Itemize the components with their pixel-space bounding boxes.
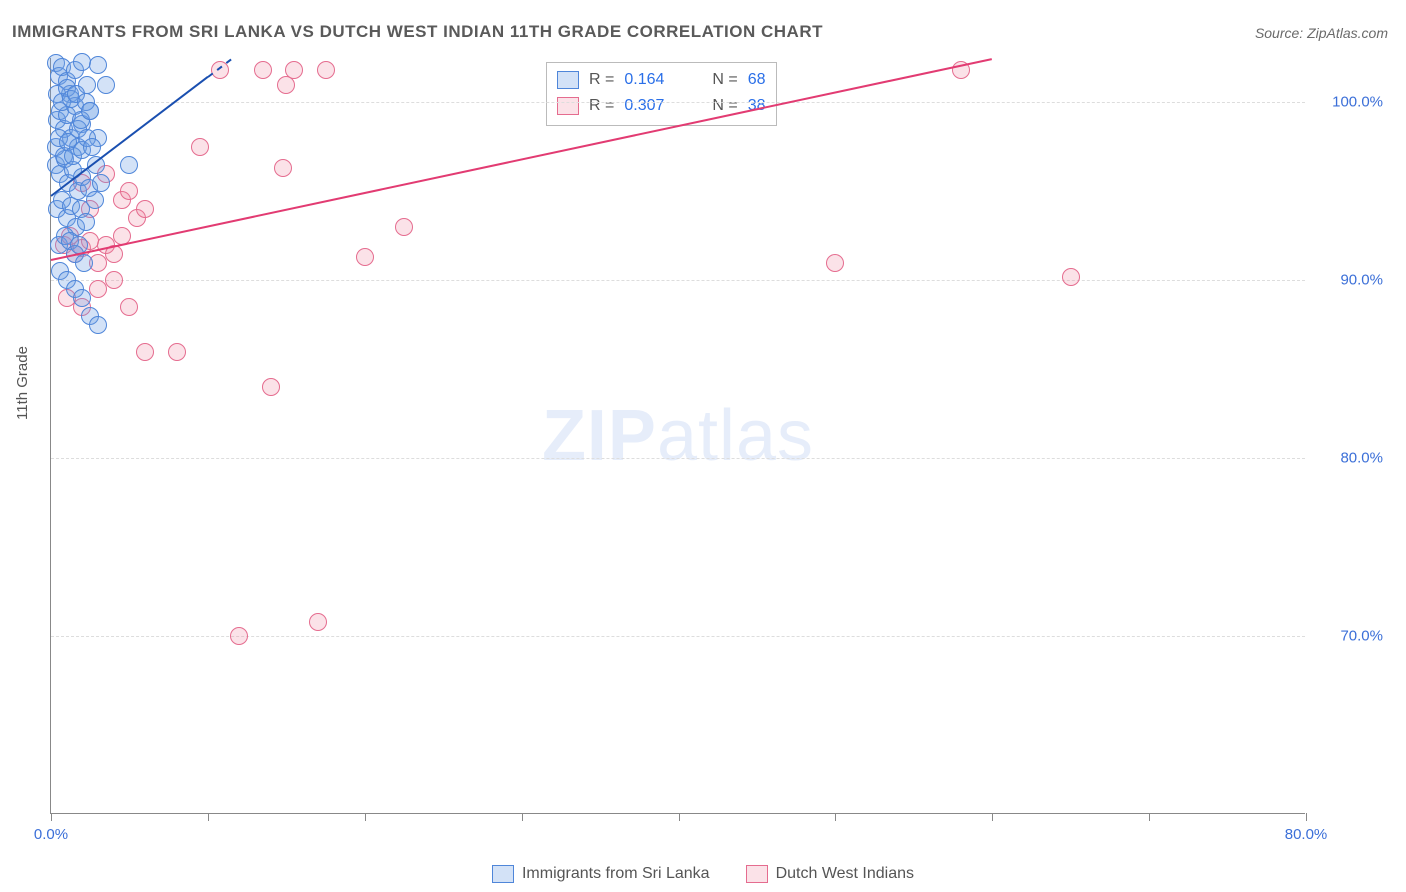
- data-point: [168, 343, 186, 361]
- plot-area: ZIPatlas R = 0.164N = 68R = 0.307N = 38 …: [50, 58, 1305, 814]
- y-tick-label: 100.0%: [1313, 94, 1383, 111]
- data-point: [92, 174, 110, 192]
- data-point: [262, 378, 280, 396]
- y-tick-label: 80.0%: [1313, 450, 1383, 467]
- x-tick: [679, 813, 680, 821]
- data-point: [105, 271, 123, 289]
- data-point: [136, 343, 154, 361]
- chart-container: ZIPatlas R = 0.164N = 68R = 0.307N = 38 …: [50, 58, 1390, 818]
- grid-line: [51, 102, 1305, 103]
- data-point: [356, 248, 374, 266]
- data-point: [97, 76, 115, 94]
- legend-item: Dutch West Indians: [746, 865, 914, 883]
- data-point: [136, 200, 154, 218]
- watermark: ZIPatlas: [542, 395, 814, 477]
- stats-legend: R = 0.164N = 68R = 0.307N = 38: [546, 62, 777, 126]
- x-tick: [365, 813, 366, 821]
- r-value: 0.307: [624, 93, 664, 119]
- data-point: [1062, 268, 1080, 286]
- r-label: R =: [589, 93, 614, 119]
- x-tick: [992, 813, 993, 821]
- x-tick-label: 0.0%: [34, 826, 68, 843]
- legend-swatch: [557, 97, 579, 115]
- data-point: [395, 218, 413, 236]
- data-point: [89, 316, 107, 334]
- legend-swatch: [746, 865, 768, 883]
- legend-item: Immigrants from Sri Lanka: [492, 865, 710, 883]
- n-label: N =: [712, 67, 737, 93]
- data-point: [826, 254, 844, 272]
- data-point: [254, 61, 272, 79]
- data-point: [89, 56, 107, 74]
- data-point: [191, 138, 209, 156]
- data-point: [77, 213, 95, 231]
- y-axis-label: 11th Grade: [14, 346, 31, 420]
- series-legend: Immigrants from Sri Lanka Dutch West Indi…: [0, 865, 1406, 888]
- legend-swatch: [557, 71, 579, 89]
- x-tick: [208, 813, 209, 821]
- legend-swatch: [492, 865, 514, 883]
- data-point: [120, 156, 138, 174]
- x-tick: [51, 813, 52, 821]
- data-point: [317, 61, 335, 79]
- watermark-atlas: atlas: [657, 396, 814, 476]
- x-tick-label: 80.0%: [1285, 826, 1328, 843]
- r-value: 0.164: [624, 67, 664, 93]
- data-point: [309, 613, 327, 631]
- chart-title: IMMIGRANTS FROM SRI LANKA VS DUTCH WEST …: [12, 22, 823, 42]
- data-point: [73, 289, 91, 307]
- x-tick: [522, 813, 523, 821]
- data-point: [75, 254, 93, 272]
- source-attribution: Source: ZipAtlas.com: [1255, 25, 1388, 41]
- data-point: [120, 298, 138, 316]
- y-tick-label: 90.0%: [1313, 272, 1383, 289]
- stats-legend-row: R = 0.164 N = 68: [557, 67, 766, 93]
- grid-line: [51, 458, 1305, 459]
- r-label: R =: [589, 67, 614, 93]
- x-tick: [1306, 813, 1307, 821]
- data-point: [83, 138, 101, 156]
- data-point: [120, 182, 138, 200]
- x-tick: [1149, 813, 1150, 821]
- y-tick-label: 70.0%: [1313, 628, 1383, 645]
- legend-label: Dutch West Indians: [776, 865, 914, 883]
- data-point: [81, 102, 99, 120]
- n-value: 68: [748, 67, 766, 93]
- watermark-zip: ZIP: [542, 396, 657, 476]
- grid-line: [51, 280, 1305, 281]
- data-point: [274, 159, 292, 177]
- x-tick: [835, 813, 836, 821]
- legend-label: Immigrants from Sri Lanka: [522, 865, 710, 883]
- data-point: [285, 61, 303, 79]
- data-point: [230, 627, 248, 645]
